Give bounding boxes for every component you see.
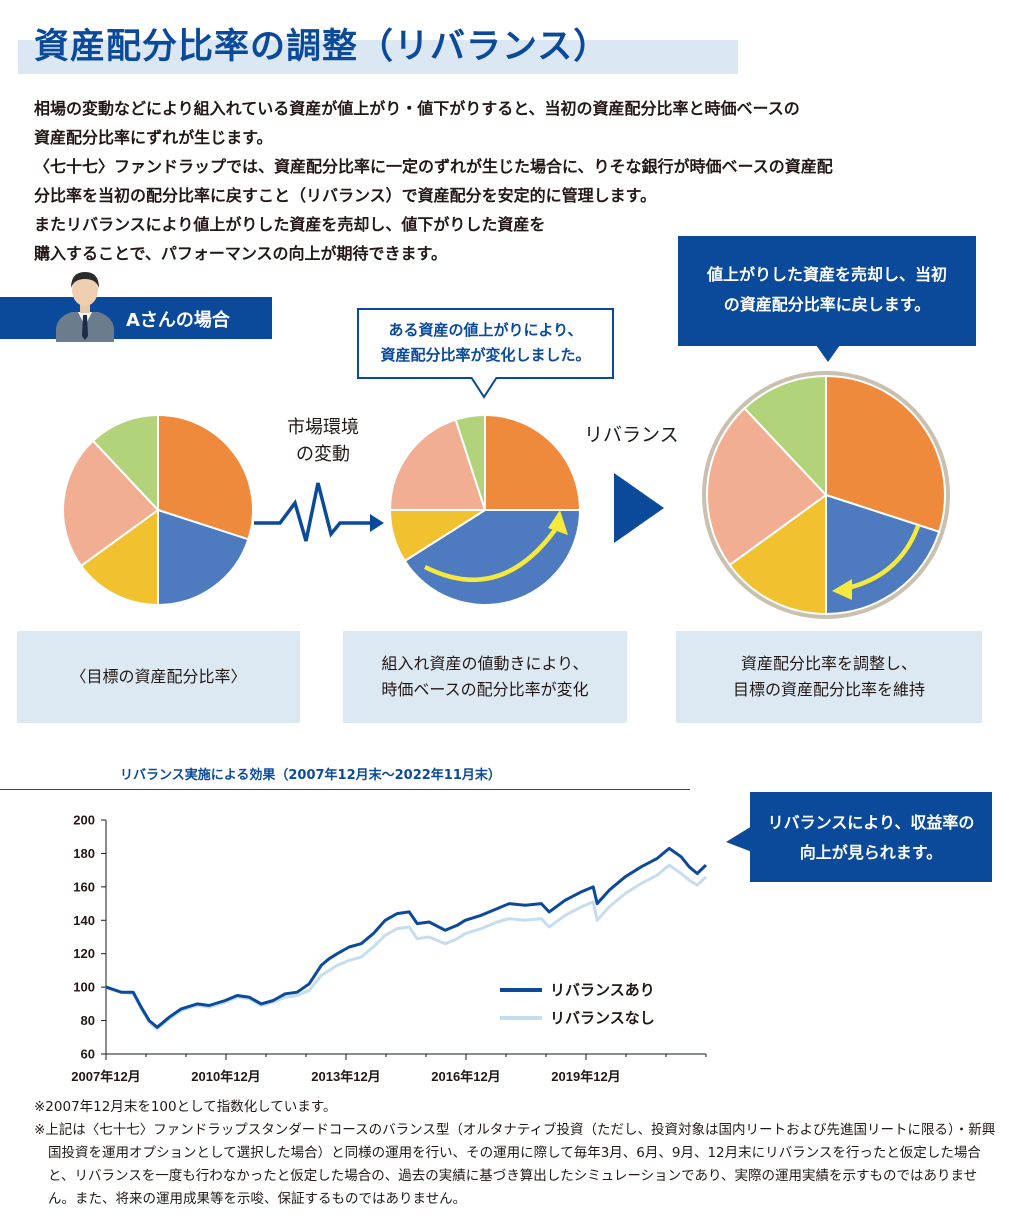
bubble-line: 向上が見られます。 (799, 843, 943, 862)
bubble-tail (471, 377, 497, 399)
intro-text: 相場の変動などにより組入れている資産が値上がり・値下がりすると、当初の資産配分比… (34, 94, 994, 268)
y-tick-label: 100 (73, 980, 95, 995)
legend-label: リバランスあり (550, 982, 655, 999)
pie-slice-blue (157, 508, 250, 607)
intro-line: 相場の変動などにより組入れている資産が値上がり・値下がりすると、当初の資産配分比… (34, 99, 800, 118)
target-pie (62, 413, 254, 607)
chart-axes (105, 820, 706, 1055)
bubble-tail (816, 345, 840, 362)
pie-slice-orange (825, 374, 946, 534)
pie-slice-salmon (62, 439, 160, 568)
pie-slice-green (454, 413, 486, 511)
rebalanced-pie (706, 374, 946, 616)
card-line: 時価ベースの配分比率が変化 (381, 680, 589, 699)
label-line: の変動 (296, 444, 350, 465)
drift-card: 組入れ資産の値動きにより、 時価ベースの配分比率が変化 (343, 631, 627, 723)
legend-label: リバランスなし (550, 1010, 655, 1027)
y-tick-label: 120 (73, 946, 95, 961)
card-line: 目標の資産配分比率を維持 (732, 680, 925, 699)
y-tick-label: 60 (81, 1047, 95, 1062)
pie-slice-green (743, 374, 827, 498)
y-tick-label: 180 (73, 846, 95, 861)
drift-arrow (423, 528, 557, 582)
rebalance-label: リバランス (584, 424, 679, 446)
x-tick-label: 2019年12月 (551, 1069, 620, 1084)
drifted-pie (388, 413, 582, 606)
rebalance-return-arrowhead (832, 579, 852, 600)
x-tick-label: 2010年12月 (191, 1069, 260, 1084)
intro-line: 〈七十七〉ファンドラップでは、資産配分比率に一定のずれが生じた場合に、りそな銀行… (34, 157, 833, 176)
x-tick-label: 2007年12月 (71, 1069, 140, 1084)
y-tick-label: 160 (73, 879, 95, 894)
bubble-tail (726, 826, 752, 852)
target-card: 〈目標の資産配分比率〉 (17, 631, 300, 723)
pie-slice-green (91, 413, 159, 513)
series-line-with-rebalance (105, 846, 708, 1029)
businessman-icon (56, 272, 114, 342)
market-change-label: 市場環境 の変動 (268, 414, 378, 468)
adjust-card: 資産配分比率を調整し、 目標の資産配分比率を維持 (676, 631, 982, 723)
series-line-without-rebalance (105, 863, 708, 1031)
chart-title: リバランス実施による効果（2007年12月末～2022年11月末） (120, 768, 501, 783)
footnote: ※上記は〈七十七〉ファンドラップスタンダードコースのバランス型（オルタナティブ投… (34, 1122, 996, 1207)
drift-arrowhead (548, 510, 568, 535)
intro-line: またリバランスにより値上がりした資産を売却し、値下がりした資産を (34, 215, 546, 234)
intro-line: 資産配分比率にずれが生じます。 (34, 128, 273, 147)
pie-slice-salmon (388, 418, 487, 511)
footnotes: ※2007年12月末を100として指数化しています。 ※上記は〈七十七〉ファンド… (34, 1096, 1004, 1211)
rebalance-return-arrow (847, 525, 921, 591)
y-tick-label: 200 (73, 813, 95, 828)
bubble-line: ある資産の値上がりにより、 (388, 321, 583, 339)
card-text: 〈目標の資産配分比率〉 (70, 667, 247, 686)
market-arrowhead (370, 514, 384, 532)
chart-title-rule (0, 789, 690, 790)
bubble-line: リバランスにより、収益率の (767, 813, 975, 832)
intro-line: 購入することで、パフォーマンスの向上が期待できます。 (34, 244, 447, 263)
series-lines (105, 846, 708, 1031)
y-tick-label: 80 (81, 1013, 95, 1028)
x-tick-label: 2013年12月 (311, 1069, 380, 1084)
pie-slice-salmon (706, 406, 828, 567)
card-line: 資産配分比率を調整し、 (740, 654, 917, 673)
bubble-line: 資産配分比率が変化しました。 (380, 346, 591, 364)
market-zigzag-line (254, 482, 372, 542)
x-axis-ticks: 2007年12月 2010年12月 2013年12月 2016年12月 2019年12月 (71, 1054, 707, 1084)
x-tick-label: 2016年12月 (431, 1069, 500, 1084)
bubble-line: 値上がりした資産を売却し、当初 (706, 265, 947, 284)
title-highlight (18, 40, 738, 74)
allocation-diagram (62, 371, 950, 619)
intro-line: 分比率を当初の配分比率に戻すこと（リバランス）で資産配分を安定的に管理します。 (34, 186, 657, 205)
person-label: Aさんの場合 (126, 310, 230, 331)
pie-slice-orange (484, 413, 582, 511)
rebalance-arrow (614, 473, 664, 543)
footnote: ※2007年12月末を100として指数化しています。 (34, 1099, 337, 1115)
person-band (0, 297, 272, 339)
sell-bubble: 値上がりした資産を売却し、当初 の資産配分比率に戻します。 (678, 236, 976, 346)
bubble-line: の資産配分比率に戻します。 (723, 295, 931, 314)
improve-bubble: リバランスにより、収益率の 向上が見られます。 (750, 792, 992, 882)
card-line: 組入れ資産の値動きにより、 (381, 654, 589, 673)
y-tick-label: 140 (73, 913, 95, 928)
y-axis-ticks: 60 80 100 120 140 160 180 200 (73, 813, 106, 1062)
pie-slice-yellow (79, 508, 159, 607)
pie-slice-orange (157, 413, 254, 541)
pie-slice-yellow (728, 493, 827, 616)
page-title: 資産配分比率の調整（リバランス） (34, 27, 610, 67)
label-line: 市場環境 (287, 417, 359, 438)
